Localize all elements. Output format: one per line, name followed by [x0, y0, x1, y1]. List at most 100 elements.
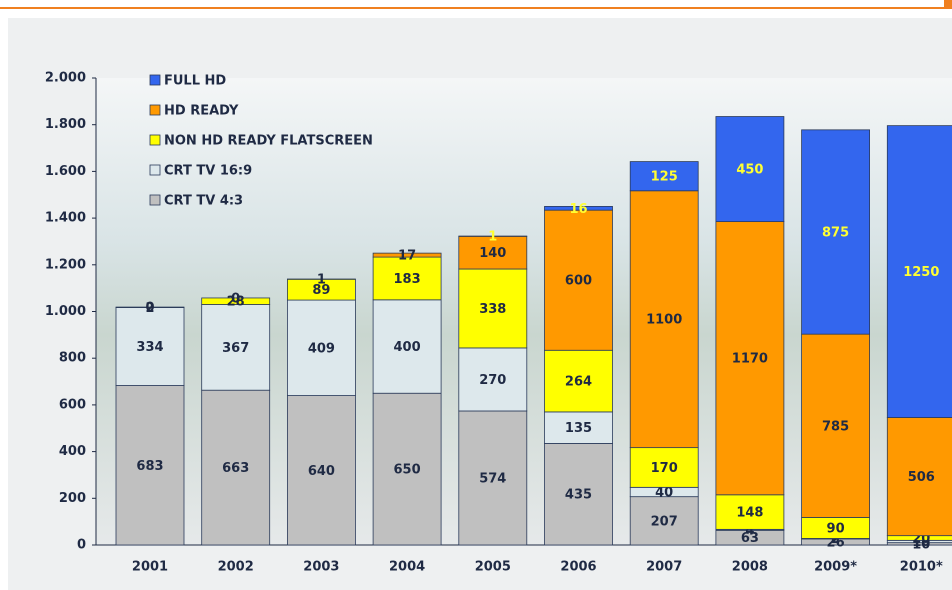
y-tick-label: 800: [59, 351, 86, 366]
value-label: 785: [822, 419, 849, 434]
x-tick-label: 2002: [218, 560, 254, 575]
bar-segment: [886, 417, 952, 537]
value-label: 2: [831, 532, 840, 547]
y-tick-label: 0: [77, 538, 86, 553]
bar-segment: [629, 496, 699, 546]
value-label: 4: [745, 523, 754, 538]
x-tick-label: 2008: [732, 560, 768, 575]
bar-segment: [715, 494, 785, 530]
bar-segment: [201, 389, 271, 546]
x-tick-label: 2004: [389, 560, 425, 575]
value-label: 16: [569, 202, 587, 217]
value-label: 140: [479, 246, 506, 261]
value-label: 0: [231, 291, 240, 306]
bar-segment: [886, 125, 952, 418]
value-label: 450: [736, 163, 763, 178]
bar-segment: [458, 268, 528, 349]
value-label: 435: [565, 488, 592, 503]
bar-segment: [372, 392, 442, 546]
bar-segment: [115, 385, 185, 546]
value-label: 400: [394, 340, 421, 355]
bar-segment: [201, 304, 271, 391]
y-tick-label: 1.600: [45, 164, 86, 179]
value-label: 63: [741, 531, 759, 546]
bar-segment: [544, 209, 613, 351]
y-tick-label: 400: [59, 444, 86, 459]
value-label: 183: [394, 272, 421, 287]
bar-segment: [544, 443, 613, 546]
x-tick-label: 2001: [132, 560, 168, 575]
legend-label: FULL HD: [164, 74, 226, 89]
value-label: 0: [145, 301, 154, 316]
value-label: 2: [145, 301, 154, 316]
x-tick-label: 2007: [646, 560, 682, 575]
value-label: 640: [308, 464, 335, 479]
bar-segment: [286, 395, 356, 546]
y-tick-label: 1.000: [45, 304, 86, 319]
legend-label: NON HD READY FLATSCREEN: [164, 134, 373, 149]
value-label: 270: [479, 373, 506, 388]
value-label: 1: [488, 230, 497, 245]
bar-segment: [372, 256, 442, 301]
legend-swatch: [149, 134, 161, 146]
bar-segment: [715, 116, 785, 223]
header-marker: [944, 0, 952, 8]
x-tick-label: 2010*: [900, 560, 943, 575]
value-label: 338: [479, 302, 506, 317]
bar-segment: [458, 235, 528, 270]
legend-swatch: [149, 104, 161, 116]
value-label: 506: [908, 470, 935, 485]
legend-swatch: [149, 74, 161, 86]
value-label: 1250: [903, 265, 939, 280]
value-label: 1100: [646, 313, 682, 328]
x-tick-label: 2005: [475, 560, 511, 575]
value-label: 17: [398, 249, 416, 264]
bar-segment: [286, 299, 356, 396]
value-label: 1: [317, 273, 326, 288]
value-label: 89: [312, 283, 330, 298]
value-label: 135: [565, 421, 592, 436]
bar-segment: [544, 349, 613, 413]
bar-segment: [801, 333, 870, 518]
value-label: 125: [651, 170, 678, 185]
value-label: 409: [308, 341, 335, 356]
bar-segment: [458, 410, 528, 546]
bar-segment: [115, 307, 185, 386]
bar-segment: [544, 411, 613, 444]
bar-segment: [544, 206, 613, 211]
legend-label: CRT TV 16:9: [164, 164, 252, 179]
value-label: 1170: [732, 352, 768, 367]
y-tick-label: 1.400: [45, 211, 86, 226]
bar-segment: [629, 161, 699, 192]
legend-label: CRT TV 4:3: [164, 194, 243, 209]
value-label: 650: [394, 463, 421, 478]
legend-swatch: [149, 194, 161, 206]
y-tick-label: 200: [59, 491, 86, 506]
value-label: 683: [136, 459, 163, 474]
value-label: 574: [479, 471, 506, 486]
value-label: 90: [827, 521, 845, 536]
y-tick-label: 600: [59, 397, 86, 412]
x-tick-label: 2006: [560, 560, 596, 575]
value-label: 40: [655, 485, 673, 500]
value-label: 264: [565, 375, 592, 390]
value-label: 28: [227, 295, 245, 310]
legend-label: HD READY: [164, 104, 239, 119]
bar-segment: [372, 252, 442, 258]
value-label: 663: [222, 461, 249, 476]
y-tick-label: 1.800: [45, 117, 86, 132]
value-label: 367: [222, 341, 249, 356]
bar-segment: [201, 297, 271, 305]
bar-segment: [372, 299, 442, 394]
bar-segment: [801, 129, 870, 335]
y-tick-label: 1.200: [45, 257, 86, 272]
x-tick-label: 2003: [303, 560, 339, 575]
bar-segment: [715, 221, 785, 496]
value-label: 334: [136, 340, 163, 355]
value-label: 148: [736, 506, 763, 521]
value-label: 207: [651, 514, 678, 529]
bar-segment: [629, 190, 699, 449]
x-tick-label: 2009*: [814, 560, 857, 575]
value-label: 875: [822, 225, 849, 240]
